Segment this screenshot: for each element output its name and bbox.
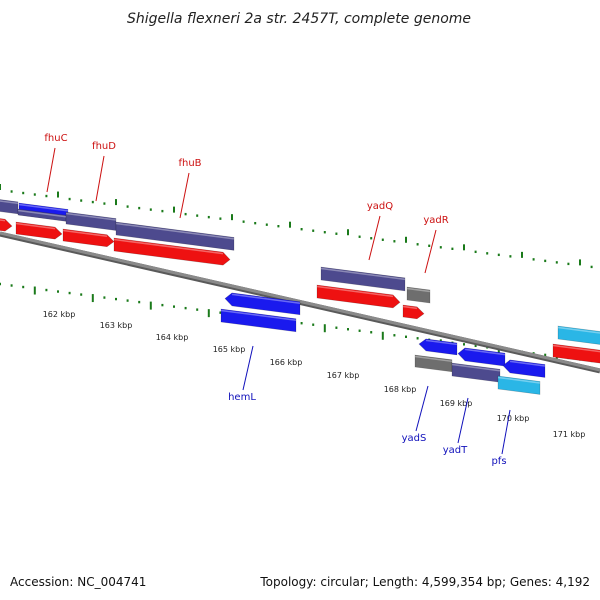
leader-line [46, 147, 56, 193]
gene-label: yadT [443, 445, 468, 456]
gene-feature [557, 325, 600, 345]
leader-line [179, 172, 190, 219]
feature-highlight [65, 212, 117, 221]
feature-highlight [406, 287, 431, 293]
gene-feature [457, 347, 506, 367]
gene-label: hemL [228, 392, 256, 403]
gene-label: fhuB [178, 158, 201, 169]
kbp-label: 166 kbp [270, 358, 303, 367]
gene-feature [320, 266, 406, 292]
gene-feature [497, 375, 541, 395]
kbp-label: 169 kbp [440, 399, 473, 408]
gene-label: yadQ [367, 201, 393, 212]
gene-label: pfs [491, 456, 506, 467]
gene-labels: fhuC fhuD fhuB yadQ yadR hemL yadS yadT pfs [44, 133, 511, 467]
feature-highlight [402, 305, 418, 310]
leader-line [457, 397, 469, 444]
feature-highlight [15, 222, 56, 230]
accession-text: Accession: NC_004741 [10, 575, 146, 589]
gene-feature [418, 338, 458, 356]
gene-feature [552, 343, 600, 364]
gene-label: fhuD [92, 141, 116, 152]
upper-tick-track [0, 184, 593, 269]
gene-feature [0, 218, 13, 232]
kbp-label: 164 kbp [156, 333, 189, 342]
feature-highlight [425, 339, 458, 346]
gene-label: yadS [402, 433, 427, 444]
gene-feature [15, 221, 63, 240]
kbp-label: 165 kbp [213, 345, 246, 354]
kbp-label: 170 kbp [497, 414, 530, 423]
gene-feature [406, 286, 431, 304]
gene-feature [113, 237, 231, 266]
feature-highlight [464, 348, 506, 356]
leader-line [242, 345, 254, 391]
leader-line [415, 385, 429, 432]
feature-highlight [552, 344, 600, 353]
kbp-label: 171 kbp [553, 430, 586, 439]
feature-highlight [0, 219, 6, 222]
gene-features [0, 199, 600, 395]
feature-highlight [18, 203, 69, 212]
feature-highlight [320, 267, 406, 281]
kbp-scale-labels: 162 kbp 163 kbp 164 kbp 165 kbp 166 kbp 167 k… [43, 310, 586, 439]
feature-highlight [0, 200, 19, 205]
leader-line [501, 409, 511, 455]
feature-highlight [115, 222, 235, 240]
leader-line [368, 215, 381, 261]
gene-feature [402, 304, 425, 320]
gene-feature [224, 292, 301, 316]
leader-line [95, 155, 105, 202]
topology-text: Topology: circular; Length: 4,599,354 bp… [259, 575, 590, 589]
feature-highlight [557, 326, 600, 334]
gene-label: yadR [423, 215, 448, 226]
gene-feature [220, 308, 297, 333]
feature-highlight [316, 285, 394, 298]
kbp-label: 168 kbp [384, 385, 417, 394]
feature-highlight [451, 363, 501, 372]
backbone-highlight [0, 231, 600, 372]
feature-highlight [220, 309, 297, 321]
leader-line [424, 229, 437, 274]
feature-highlight [509, 360, 546, 367]
gene-feature [502, 359, 546, 378]
feature-highlight [414, 355, 453, 363]
gene-feature [115, 221, 235, 251]
feature-highlight [113, 238, 224, 255]
kbp-label: 167 kbp [327, 371, 360, 380]
map-title: Shigella flexneri 2a str. 2457T, complet… [127, 11, 471, 27]
gene-feature [316, 284, 401, 309]
feature-highlight [62, 229, 108, 237]
kbp-label: 163 kbp [100, 321, 133, 330]
feature-highlight [231, 293, 301, 304]
kbp-label: 162 kbp [43, 310, 76, 319]
feature-highlight [497, 376, 541, 384]
feature-highlight [17, 209, 67, 218]
gene-label: fhuC [44, 133, 67, 144]
gene-feature [62, 228, 115, 248]
